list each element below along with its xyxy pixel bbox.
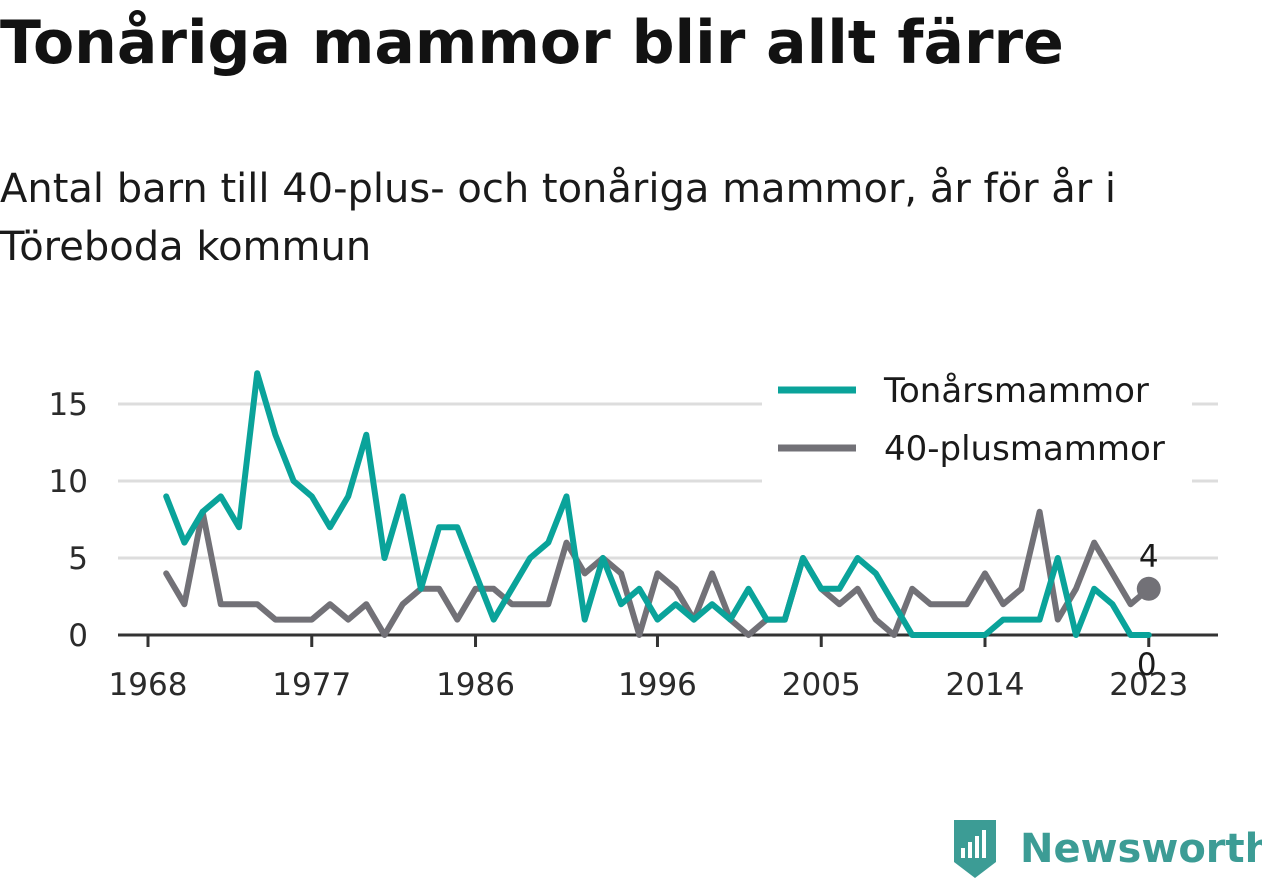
end-labels: 40 — [1136, 539, 1161, 683]
end-label-tonars: 0 — [1137, 647, 1157, 683]
brand-logo: Newsworthy — [950, 818, 1262, 880]
series-line-40-plusmammor — [163, 508, 1152, 638]
y-tick-label: 0 — [68, 618, 88, 654]
end-point-marker — [1136, 576, 1161, 601]
newsworthy-logo-icon — [954, 820, 996, 878]
legend-box — [762, 366, 1192, 484]
y-tick-label: 10 — [49, 464, 88, 500]
end-label-40-plus: 4 — [1139, 539, 1159, 575]
x-tick-label: 1996 — [618, 667, 697, 703]
x-tick-label: 1977 — [272, 667, 351, 703]
y-tick-label: 5 — [68, 541, 88, 577]
y-axis: 0 5 10 15 — [49, 387, 88, 654]
x-tick-label: 1986 — [436, 667, 515, 703]
y-tick-label: 15 — [49, 387, 88, 423]
series-line-tonarsmammor — [163, 370, 1152, 638]
x-tick-label: 2014 — [946, 667, 1025, 703]
chart-title: Tonåriga mammor blir allt färre — [0, 8, 1064, 78]
x-tick-label: 1968 — [109, 667, 188, 703]
x-tick-label: 2023 — [1109, 667, 1188, 703]
x-axis: 1968 1977 1986 1996 2005 2014 2023 — [109, 633, 1218, 703]
legend-label: Tonårsmammor — [883, 371, 1149, 411]
legend: Tonårsmammor 40-plusmammor — [762, 366, 1192, 484]
series-group — [163, 370, 1152, 638]
x-tick-label: 2005 — [782, 667, 861, 703]
chart-subtitle: Antal barn till 40-plus- och tonåriga ma… — [0, 166, 1117, 270]
brand-name: Newsworthy — [1020, 826, 1262, 872]
legend-label: 40-plusmammor — [884, 429, 1165, 469]
